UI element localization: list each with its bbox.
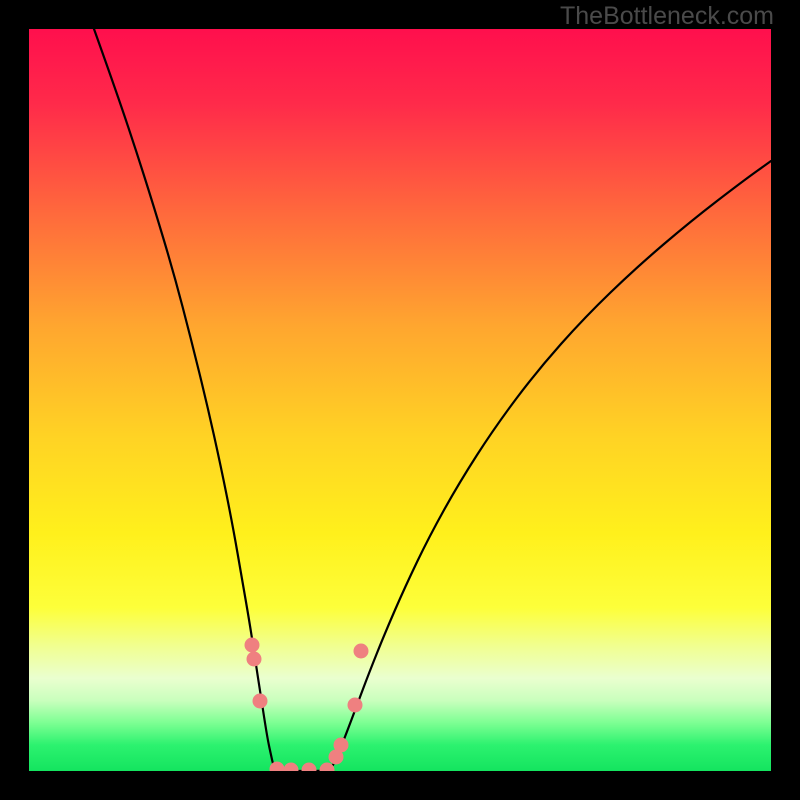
frame-mask-right bbox=[771, 0, 800, 800]
marker-dot bbox=[334, 738, 349, 753]
marker-dot bbox=[253, 694, 268, 709]
marker-dot bbox=[348, 698, 363, 713]
frame-mask-left bbox=[0, 0, 29, 800]
marker-dot bbox=[245, 638, 260, 653]
watermark-text: TheBottleneck.com bbox=[560, 2, 774, 31]
chart-svg bbox=[0, 0, 800, 800]
gradient-background bbox=[29, 29, 771, 771]
marker-dot bbox=[354, 644, 369, 659]
marker-dot bbox=[247, 652, 262, 667]
frame-mask-bottom bbox=[0, 771, 800, 800]
chart-root: TheBottleneck.com bbox=[0, 0, 800, 800]
